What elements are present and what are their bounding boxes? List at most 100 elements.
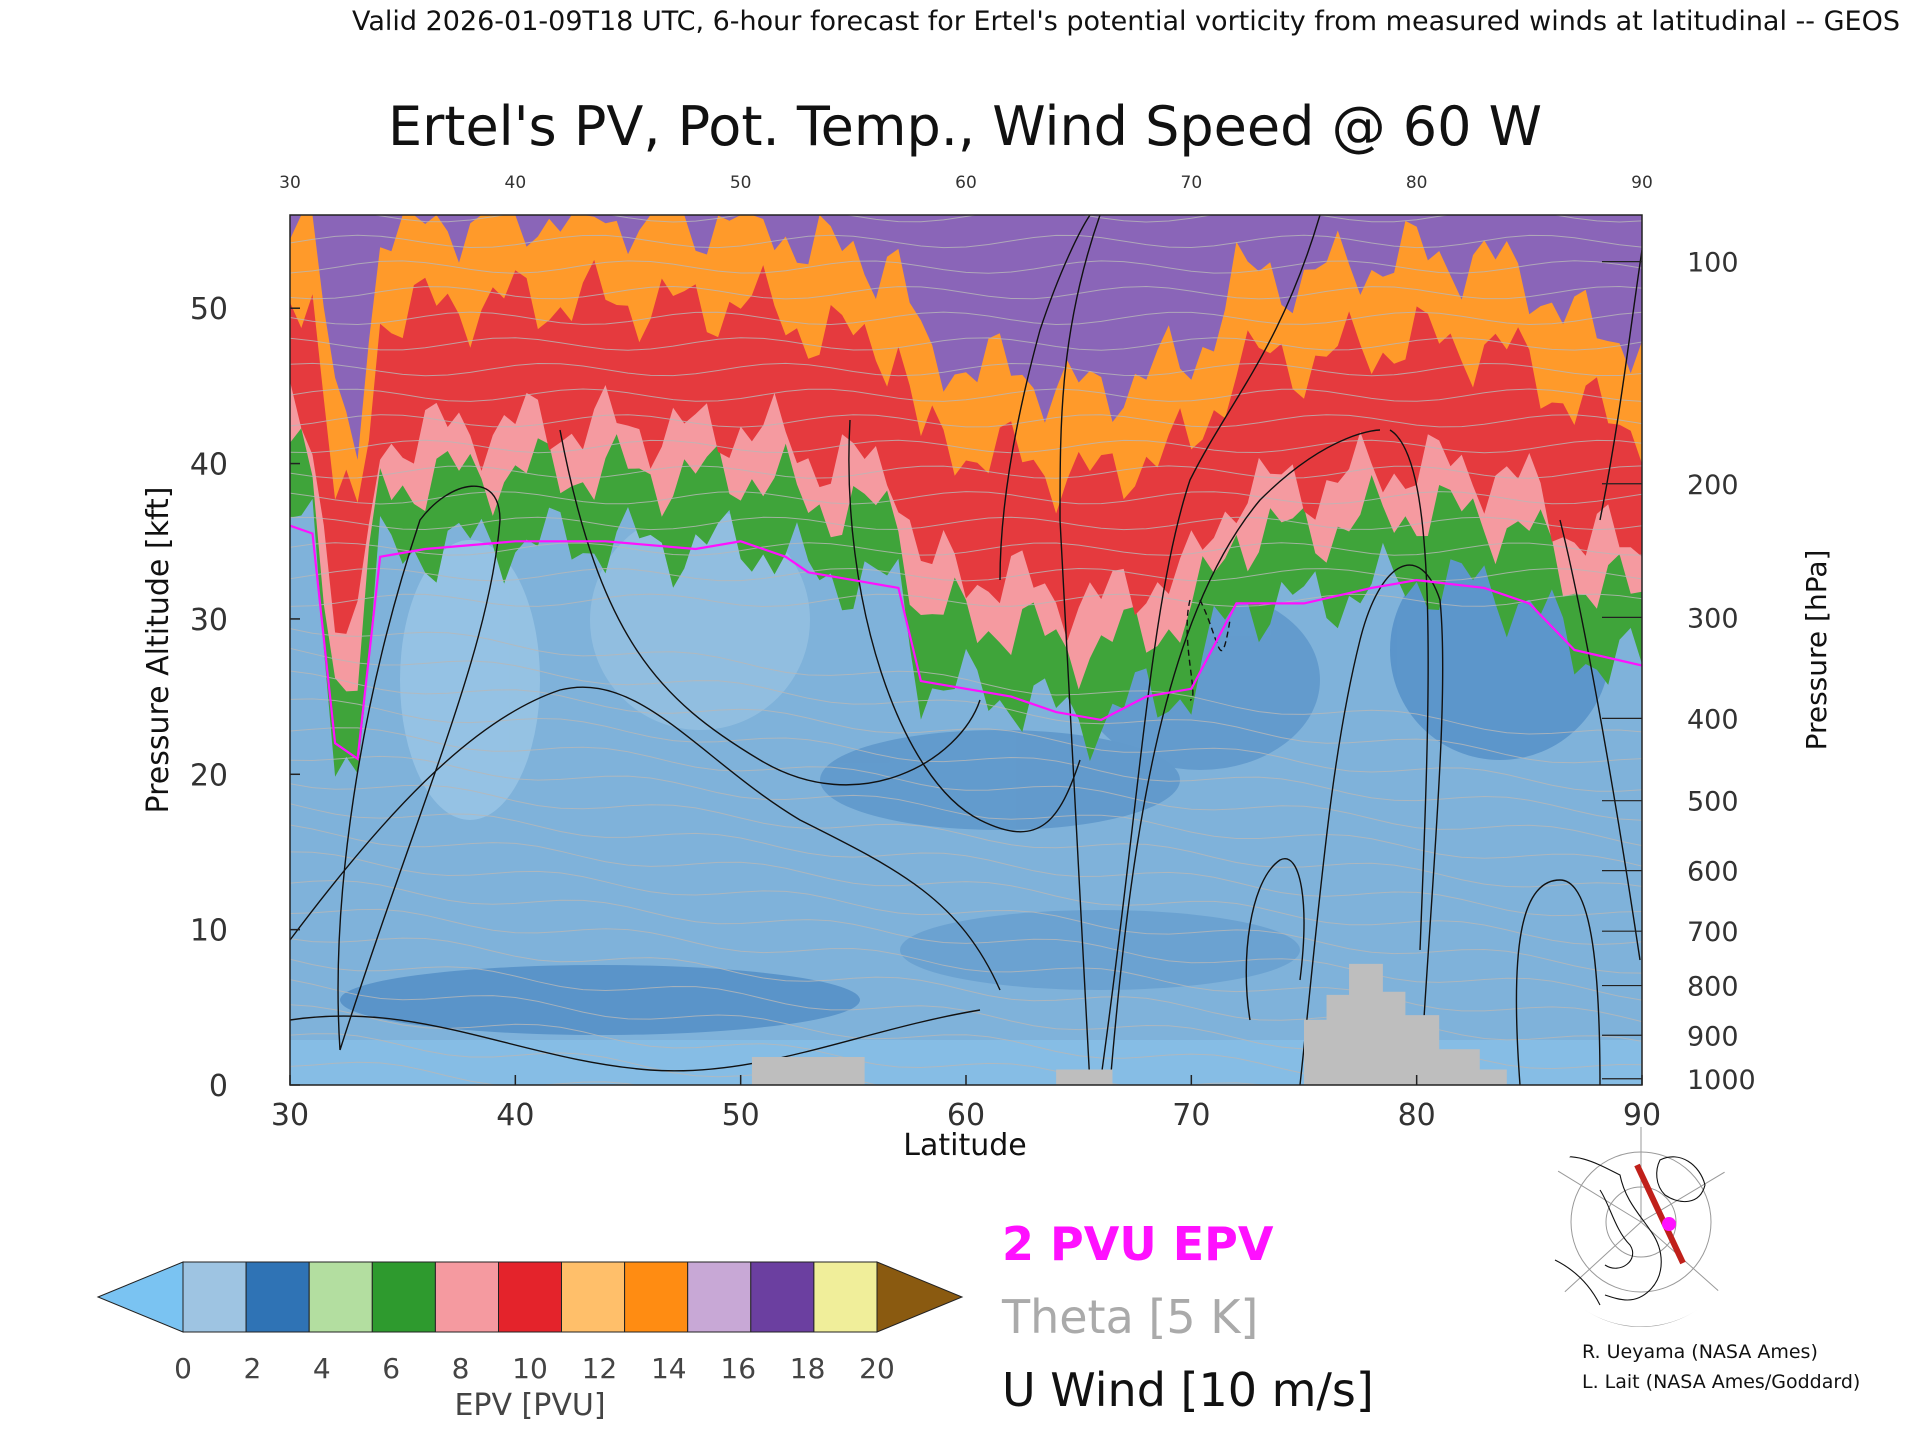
theta-line: [290, 851, 1642, 974]
pressure-tick-label: 100: [1687, 248, 1739, 279]
pressure-tick-label: 800: [1687, 972, 1739, 1003]
x-tick-label: 40: [496, 1098, 534, 1133]
section-line: [1634, 1163, 1686, 1265]
pressure-tick-label: 1000: [1687, 1065, 1756, 1096]
colorbar-box: [182, 1261, 247, 1333]
x-top-tick-label: 30: [279, 173, 301, 193]
pressure-tick-label: 700: [1687, 917, 1739, 948]
colorbar-box: [813, 1261, 878, 1333]
theta-line: [290, 414, 1642, 428]
epv-2pvu-contour: [290, 524, 1642, 761]
theta-line: [290, 824, 1642, 946]
colorbar-under-arrow: [96, 1261, 184, 1333]
u-wind-contours: [290, 215, 1642, 1085]
theta-line: [290, 234, 1642, 249]
x-axis-label: Latitude: [903, 1128, 1026, 1163]
x-tick-label: 50: [722, 1098, 760, 1133]
theta-line: [372, 215, 1642, 223]
theta-line: [290, 388, 1642, 402]
theta-line: [290, 908, 1642, 1023]
colorbar-box: [561, 1261, 626, 1333]
theta-line: [290, 285, 1642, 300]
theta-line: [290, 755, 1642, 867]
chart-title: Ertel's PV, Pot. Temp., Wind Speed @ 60 …: [388, 95, 1542, 158]
header-title: Valid 2026-01-09T18 UTC, 6-hour forecast…: [352, 6, 1900, 37]
pressure-axis: 100 200 300 400 500 600 700 800 900 1000: [1602, 248, 1756, 1096]
theta-line: [290, 670, 1642, 792]
pressure-tick-label: 600: [1687, 857, 1739, 888]
colorbar-label: EPV [PVU]: [454, 1388, 605, 1423]
pressure-axis-label: Pressure [hPa]: [1800, 550, 1833, 751]
y-tick-label: 10: [190, 914, 228, 949]
credit-line-2: L. Lait (NASA Ames/Goddard): [1582, 1371, 1860, 1393]
pressure-tick-label: 500: [1687, 787, 1739, 818]
colorbar-tick-label: 18: [790, 1352, 826, 1385]
x-top-axis: 30 40 50 60 70 80 90: [279, 173, 1653, 193]
colorbar: 0 2 4 6 8 10 12 14 16 18 20 EPV [PVU]: [96, 1261, 964, 1423]
colorbar-tick-label: 20: [859, 1352, 895, 1385]
section-point: [1662, 1217, 1676, 1231]
colorbar-tick-label: 16: [720, 1352, 756, 1385]
theta-line: [290, 311, 1642, 326]
epv-band-purple: [290, 215, 1642, 460]
theta-line: [290, 491, 1642, 505]
x-tick-label: 60: [947, 1098, 985, 1133]
x-top-tick-label: 80: [1406, 173, 1428, 193]
theta-line: [290, 647, 1642, 764]
colorbar-tick-label: 2: [243, 1352, 261, 1385]
theta-line: [290, 783, 1642, 888]
legend-2pvu: 2 PVU EPV: [1002, 1217, 1274, 1271]
colorbar-box: [687, 1261, 752, 1333]
colorbar-box: [434, 1261, 499, 1333]
theta-line: [290, 260, 1642, 274]
theta-line: [290, 542, 1642, 556]
y-axis: 0 10 20 30 40 50: [190, 292, 300, 1104]
y-tick-label: 40: [190, 448, 228, 483]
colorbar-tick-label: 4: [313, 1352, 331, 1385]
theta-line: [290, 803, 1642, 917]
theta-line: [290, 337, 1642, 351]
terrain-mask: [751, 963, 1507, 1085]
y-tick-label: 50: [190, 292, 228, 327]
theta-line: [290, 439, 1642, 454]
x-top-tick-label: 50: [730, 173, 752, 193]
colorbar-over-arrow: [876, 1261, 964, 1333]
colorbar-tick-label: 10: [512, 1352, 548, 1385]
legend: 2 PVU EPV Theta [5 K] U Wind [10 m/s]: [1001, 1217, 1374, 1417]
colorbar-tick-label: 8: [452, 1352, 470, 1385]
colorbar-box: [371, 1261, 436, 1333]
theta-line: [290, 628, 1642, 735]
x-top-tick-label: 40: [505, 173, 527, 193]
x-top-tick-label: 60: [955, 173, 977, 193]
x-tick-label: 30: [271, 1098, 309, 1133]
pressure-tick-label: 300: [1687, 603, 1739, 634]
x-tick-label: 70: [1172, 1098, 1210, 1133]
y-axis-label: Pressure Altitude [kft]: [141, 487, 176, 814]
colorbar-tick-label: 14: [651, 1352, 687, 1385]
legend-u-wind: U Wind [10 m/s]: [1002, 1363, 1374, 1417]
theta-line: [290, 593, 1642, 608]
legend-theta: Theta [5 K]: [1001, 1290, 1258, 1344]
credit-line-1: R. Ueyama (NASA Ames): [1582, 1341, 1818, 1363]
y-tick-label: 0: [209, 1069, 228, 1104]
colorbar-box: [308, 1261, 373, 1333]
x-axis: 30 40 50 60 70 80 90: [271, 1075, 1661, 1133]
colorbar-tick-label: 12: [582, 1352, 618, 1385]
inset-map: [1541, 1127, 1741, 1327]
pressure-tick-label: 900: [1687, 1021, 1739, 1052]
colorbar-box: [624, 1261, 689, 1333]
colorbar-tick-label: 6: [382, 1352, 400, 1385]
theta-line: [290, 362, 1642, 377]
y-tick-label: 30: [190, 603, 228, 638]
x-top-tick-label: 70: [1181, 173, 1203, 193]
theta-line: [290, 516, 1642, 531]
theta-line: [290, 879, 1642, 1001]
colorbar-box: [245, 1261, 310, 1333]
colorbar-box: [498, 1261, 563, 1333]
pressure-tick-label: 400: [1687, 704, 1739, 735]
pressure-tick-label: 200: [1687, 470, 1739, 501]
y-tick-label: 20: [190, 758, 228, 793]
plot-area: [290, 215, 1642, 1085]
theta-line: [290, 465, 1642, 479]
x-tick-label: 80: [1398, 1098, 1436, 1133]
